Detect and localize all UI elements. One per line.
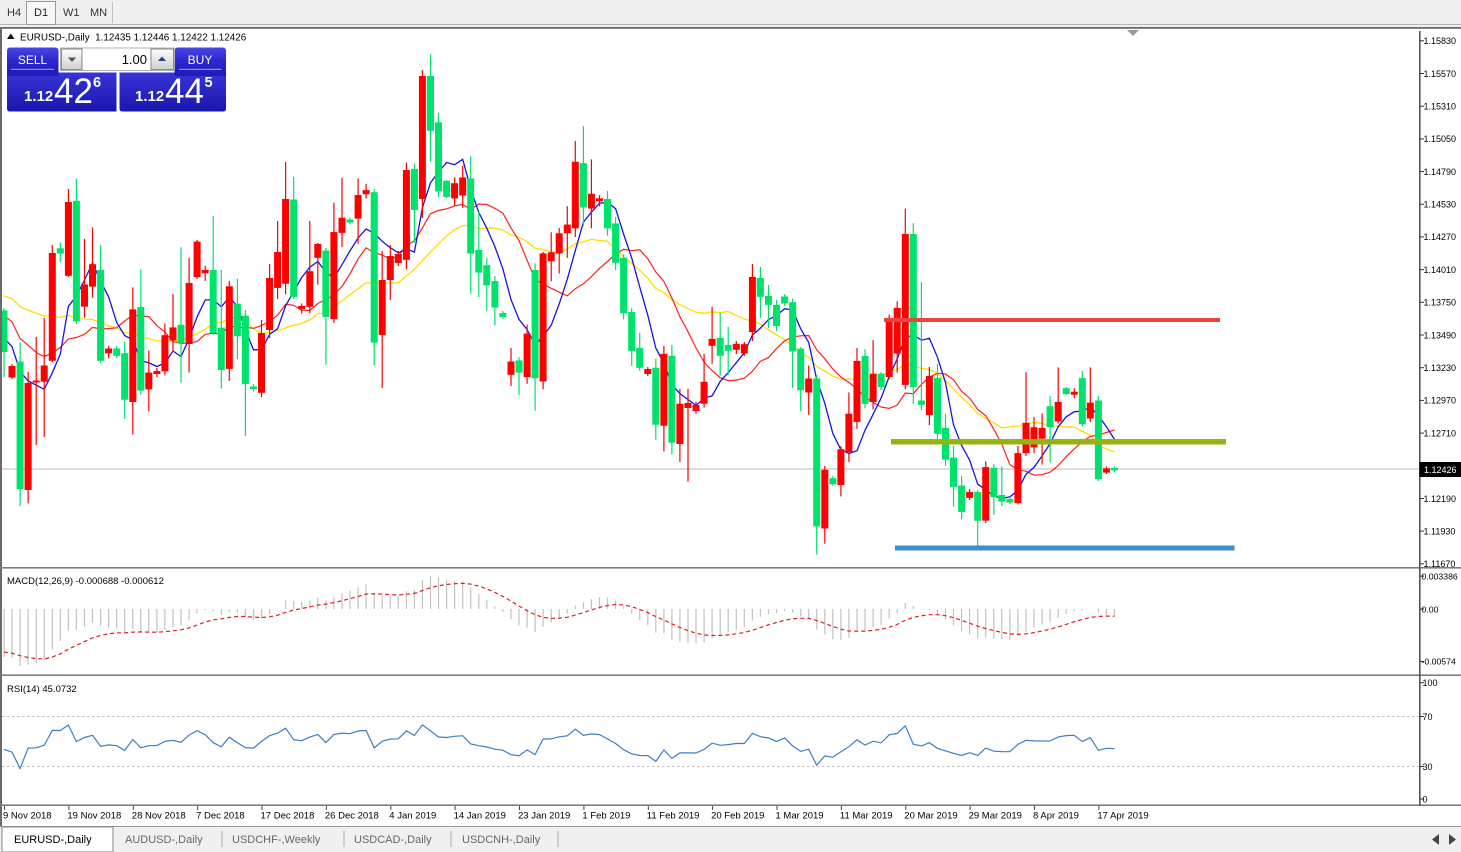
- svg-text:9 Nov 2018: 9 Nov 2018: [3, 811, 52, 822]
- svg-text:14 Jan 2019: 14 Jan 2019: [454, 811, 506, 822]
- svg-text:1.12426: 1.12426: [1424, 465, 1457, 475]
- svg-text:1.13490: 1.13490: [1424, 330, 1457, 340]
- svg-text:6: 6: [93, 75, 101, 91]
- svg-text:30: 30: [1423, 762, 1433, 772]
- svg-text:17 Dec 2018: 17 Dec 2018: [261, 811, 315, 822]
- svg-text:1.14530: 1.14530: [1424, 200, 1457, 210]
- svg-text:D1: D1: [34, 7, 48, 19]
- svg-text:1.11670: 1.11670: [1424, 559, 1456, 569]
- svg-text:4 Jan 2019: 4 Jan 2019: [389, 811, 436, 822]
- svg-text:1.12190: 1.12190: [1424, 494, 1457, 504]
- svg-text:AUDUSD-,Daily: AUDUSD-,Daily: [125, 834, 203, 846]
- svg-text:20 Feb 2019: 20 Feb 2019: [711, 811, 764, 822]
- svg-text:42: 42: [54, 72, 93, 111]
- svg-text:1.12: 1.12: [24, 88, 53, 105]
- svg-text:-0.00574: -0.00574: [1422, 657, 1456, 667]
- svg-text:1.14790: 1.14790: [1424, 167, 1457, 177]
- svg-text:1 Mar 2019: 1 Mar 2019: [776, 811, 824, 822]
- svg-text:BUY: BUY: [188, 53, 213, 67]
- svg-text:20 Mar 2019: 20 Mar 2019: [904, 811, 957, 822]
- svg-text:USDCNH-,Daily: USDCNH-,Daily: [462, 834, 541, 846]
- svg-text:1 Feb 2019: 1 Feb 2019: [582, 811, 630, 822]
- svg-text:1.15050: 1.15050: [1424, 134, 1457, 144]
- svg-text:1.11930: 1.11930: [1424, 526, 1456, 536]
- svg-text:USDCAD-,Daily: USDCAD-,Daily: [354, 834, 432, 846]
- svg-text:7 Dec 2018: 7 Dec 2018: [196, 811, 245, 822]
- svg-text:0.00: 0.00: [1422, 604, 1439, 614]
- svg-text:H4: H4: [7, 7, 21, 19]
- svg-text:1.15830: 1.15830: [1424, 36, 1457, 46]
- svg-text:EURUSD-,Daily: EURUSD-,Daily: [14, 834, 92, 846]
- svg-text:1.14270: 1.14270: [1424, 232, 1457, 242]
- svg-text:1.15310: 1.15310: [1424, 102, 1457, 112]
- svg-text:70: 70: [1423, 712, 1433, 722]
- svg-text:1.00: 1.00: [122, 52, 147, 67]
- svg-text:1.15570: 1.15570: [1424, 69, 1457, 79]
- svg-text:0.003386: 0.003386: [1422, 571, 1458, 581]
- svg-text:SELL: SELL: [18, 53, 48, 67]
- svg-text:W1: W1: [63, 7, 80, 19]
- svg-text:11 Mar 2019: 11 Mar 2019: [840, 811, 893, 822]
- svg-text:1.13750: 1.13750: [1424, 298, 1457, 308]
- svg-text:28 Nov 2018: 28 Nov 2018: [132, 811, 186, 822]
- svg-text:1.12: 1.12: [135, 88, 164, 105]
- svg-text:1.12710: 1.12710: [1424, 428, 1457, 438]
- svg-text:1.14010: 1.14010: [1424, 265, 1457, 275]
- svg-text:23 Jan 2019: 23 Jan 2019: [518, 811, 570, 822]
- svg-text:29 Mar 2019: 29 Mar 2019: [969, 811, 1022, 822]
- svg-text:19 Nov 2018: 19 Nov 2018: [67, 811, 121, 822]
- svg-text:MN: MN: [90, 7, 107, 19]
- svg-text:11 Feb 2019: 11 Feb 2019: [647, 811, 700, 822]
- svg-text:EURUSD-,Daily 1.12435 1.12446: EURUSD-,Daily 1.12435 1.12446 1.12422 1.…: [20, 33, 247, 44]
- svg-text:USDCHF-,Weekly: USDCHF-,Weekly: [232, 834, 321, 846]
- svg-text:0: 0: [1423, 794, 1428, 804]
- svg-text:17 Apr 2019: 17 Apr 2019: [1097, 811, 1148, 822]
- svg-text:100: 100: [1423, 678, 1438, 688]
- svg-text:MACD(12,26,9) -0.000688 -0.000: MACD(12,26,9) -0.000688 -0.000612: [7, 576, 164, 587]
- svg-text:RSI(14) 45.0732: RSI(14) 45.0732: [7, 684, 77, 695]
- svg-text:5: 5: [205, 75, 213, 91]
- svg-text:26 Dec 2018: 26 Dec 2018: [325, 811, 379, 822]
- svg-text:1.13230: 1.13230: [1424, 363, 1457, 373]
- svg-text:8 Apr 2019: 8 Apr 2019: [1033, 811, 1079, 822]
- svg-text:1.12970: 1.12970: [1424, 396, 1457, 406]
- svg-text:44: 44: [165, 72, 204, 111]
